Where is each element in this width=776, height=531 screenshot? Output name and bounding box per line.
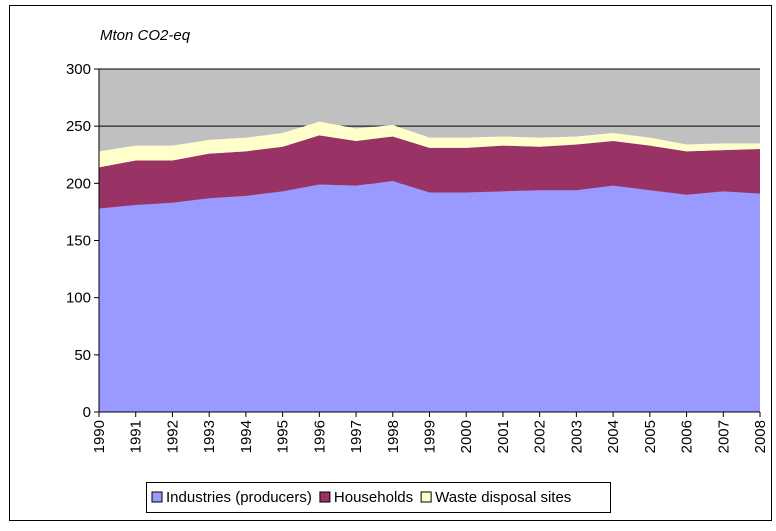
- legend-swatch: [420, 491, 432, 503]
- x-tick-label: 1994: [238, 420, 255, 453]
- area: [99, 181, 760, 412]
- legend-items: Industries (producers) Households Waste di…: [151, 489, 571, 506]
- x-tick-label: 2007: [715, 420, 732, 453]
- x-tick-label: 2006: [679, 420, 696, 453]
- legend-swatch: [319, 491, 331, 503]
- legend-label: Waste disposal sites: [435, 489, 571, 506]
- y-tick-label: 250: [66, 118, 91, 135]
- x-tick-label: 2005: [642, 420, 659, 453]
- x-tick-label: 2004: [605, 420, 622, 453]
- area: [99, 135, 760, 209]
- x-tick-label: 2002: [532, 420, 549, 453]
- legend-label: Industries (producers): [166, 489, 312, 506]
- x-tick-label: 2000: [458, 420, 475, 453]
- y-tick-label: 300: [66, 61, 91, 78]
- y-tick-label: 0: [83, 404, 91, 421]
- y-tick-label: 100: [66, 290, 91, 307]
- x-tick-label: 1991: [128, 420, 145, 453]
- x-tick-label: 1999: [422, 420, 439, 453]
- y-axis-label: Mton CO2-eq: [100, 27, 191, 44]
- x-tick-label: 1992: [164, 420, 181, 453]
- x-tick-label: 2008: [752, 420, 769, 453]
- x-tick-label: 2001: [495, 420, 512, 453]
- legend: [146, 482, 611, 513]
- x-tick-label: 1996: [311, 420, 328, 453]
- x-tick-label: 1993: [201, 420, 218, 453]
- x-tick-label: 1997: [348, 420, 365, 453]
- y-tick-label: 200: [66, 175, 91, 192]
- y-tick-label: 50: [74, 347, 91, 364]
- x-tick-label: 1990: [91, 420, 108, 453]
- legend-label: Households: [334, 489, 413, 506]
- y-tick-label: 150: [66, 233, 91, 250]
- x-tick-label: 2003: [568, 420, 585, 453]
- x-tick-label: 1995: [275, 420, 292, 453]
- legend-swatch: [151, 491, 163, 503]
- area: [99, 121, 760, 168]
- x-tick-label: 1998: [385, 420, 402, 453]
